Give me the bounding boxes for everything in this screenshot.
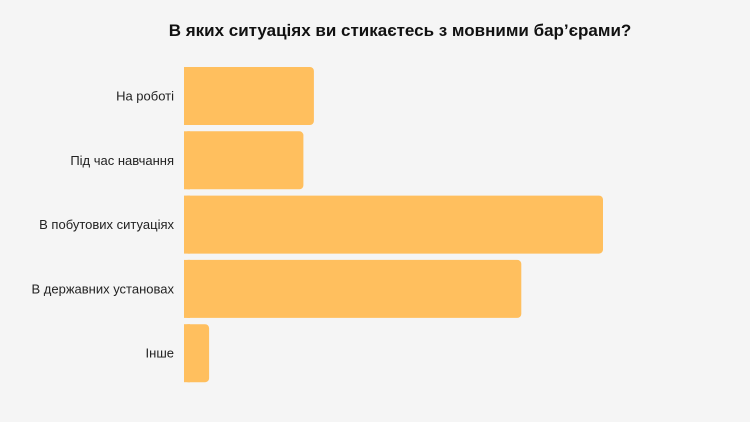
bar-3	[184, 259, 522, 318]
bar-2	[184, 195, 603, 254]
category-label-4: Інше	[146, 346, 174, 361]
bar-4	[184, 324, 210, 383]
bar-4-base	[184, 324, 190, 383]
bars-group	[184, 67, 603, 383]
category-label-1: Під час навчання	[70, 153, 174, 168]
bar-0	[184, 67, 314, 125]
bar-0-base	[184, 67, 190, 125]
category-labels-group: На роботі Під час навчання В побутових сит…	[31, 89, 174, 361]
bar-1-base	[184, 131, 190, 190]
bar-2-base	[184, 195, 190, 254]
chart-title: В яких ситуаціях ви стикаєтесь з мовними…	[168, 21, 632, 40]
bar-1	[184, 131, 304, 190]
category-label-3: В державних установах	[31, 281, 174, 296]
category-label-2: В побутових ситуаціях	[39, 217, 174, 232]
bar-3-base	[184, 259, 190, 318]
category-label-0: На роботі	[116, 89, 174, 104]
